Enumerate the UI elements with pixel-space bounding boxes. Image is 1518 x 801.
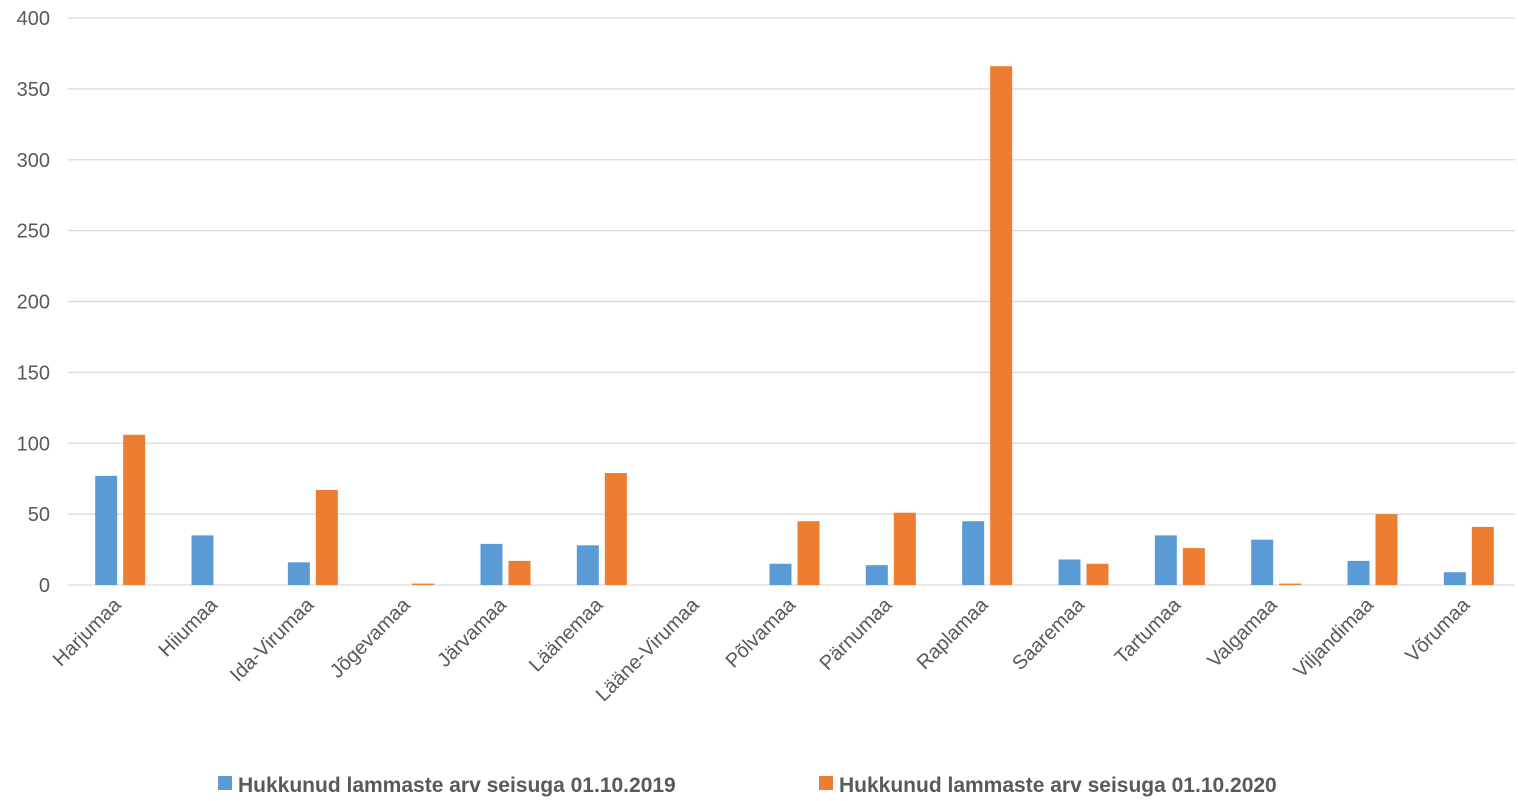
y-tick-label: 400 xyxy=(17,8,50,30)
bar-harjumaa-series-1 xyxy=(95,475,118,585)
bar-läänemaa-series-1 xyxy=(576,545,599,585)
x-category-label: Jõgevamaa xyxy=(326,593,415,682)
legend-label-2020: Hukkunud lammaste arv seisuga 01.10.2020 xyxy=(839,774,1277,797)
legend-label-2019: Hukkunud lammaste arv seisuga 01.10.2019 xyxy=(238,774,676,797)
y-tick-label: 50 xyxy=(28,504,50,526)
bar-tartumaa-series-2 xyxy=(1182,548,1205,585)
bar-raplamaa-series-2 xyxy=(990,66,1013,585)
x-category-label: Saaremaa xyxy=(1008,593,1089,674)
x-category-label: Põlvamaa xyxy=(722,593,801,672)
x-category-label: Viljandimaa xyxy=(1290,593,1379,682)
bar-viljandimaa-series-2 xyxy=(1375,514,1398,585)
bar-ida-virumaa-series-2 xyxy=(315,490,338,585)
y-axis-tick-labels: 0 50 100 150 200 250 300 350 400 xyxy=(17,8,50,597)
bar-hiiumaa-series-1 xyxy=(191,535,214,585)
bar-valgamaa-series-2 xyxy=(1279,583,1302,585)
x-category-label: Raplamaa xyxy=(913,593,994,674)
x-category-label: Valgamaa xyxy=(1204,593,1283,672)
legend-swatch-2020 xyxy=(819,776,833,790)
y-tick-label: 250 xyxy=(17,221,50,243)
bar-ida-virumaa-series-1 xyxy=(287,562,310,585)
bar-võrumaa-series-1 xyxy=(1443,572,1466,585)
y-tick-label: 150 xyxy=(17,362,50,384)
bars xyxy=(95,66,1494,585)
bar-pärnumaa-series-1 xyxy=(865,565,888,585)
x-category-label: Ida-Virumaa xyxy=(226,593,319,686)
bar-viljandimaa-series-1 xyxy=(1347,560,1370,585)
y-tick-label: 0 xyxy=(39,575,50,597)
bar-võrumaa-series-2 xyxy=(1471,526,1494,585)
x-category-label: Järvamaa xyxy=(433,593,511,671)
y-tick-label: 100 xyxy=(17,433,50,455)
bar-jõgevamaa-series-2 xyxy=(412,583,435,585)
y-tick-label: 300 xyxy=(17,150,50,172)
x-category-label: Pärnumaa xyxy=(816,593,897,674)
bar-raplamaa-series-1 xyxy=(962,521,985,585)
bar-põlvamaa-series-2 xyxy=(797,521,820,585)
bar-järvamaa-series-1 xyxy=(480,543,503,585)
x-category-label: Võrumaa xyxy=(1401,593,1475,667)
bar-valgamaa-series-1 xyxy=(1251,539,1274,585)
x-category-label: Lääne-Virumaa xyxy=(592,593,705,706)
bar-harjumaa-series-2 xyxy=(123,434,146,585)
x-category-label: Tartumaa xyxy=(1111,593,1186,668)
x-category-label: Harjumaa xyxy=(49,593,126,670)
bar-tartumaa-series-1 xyxy=(1154,535,1177,585)
gridlines xyxy=(68,17,1515,586)
y-tick-label: 200 xyxy=(17,292,50,314)
bar-läänemaa-series-2 xyxy=(604,473,627,585)
bar-saaremaa-series-1 xyxy=(1058,559,1081,585)
legend-swatch-2019 xyxy=(218,776,232,790)
bar-saaremaa-series-2 xyxy=(1086,563,1109,585)
bar-põlvamaa-series-1 xyxy=(769,563,792,585)
y-tick-label: 350 xyxy=(17,79,50,101)
legend: Hukkunud lammaste arv seisuga 01.10.2019… xyxy=(218,774,1277,797)
bar-järvamaa-series-2 xyxy=(508,560,531,585)
bar-pärnumaa-series-2 xyxy=(893,512,916,585)
x-category-label: Hiiumaa xyxy=(155,593,223,661)
x-category-label: Läänemaa xyxy=(525,593,608,676)
x-axis-category-labels: Harjumaa Hiiumaa Ida-Virumaa Jõgevamaa Järva… xyxy=(49,593,1475,706)
